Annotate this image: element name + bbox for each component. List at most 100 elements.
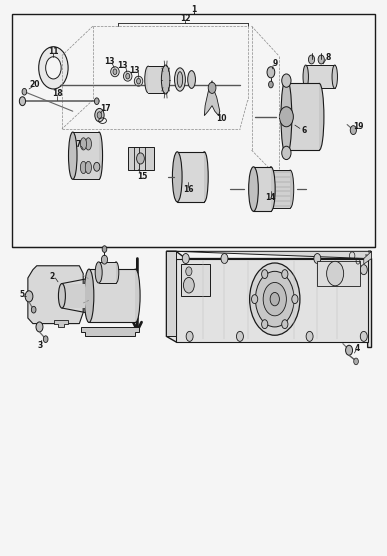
Circle shape (36, 322, 43, 332)
Circle shape (39, 47, 68, 89)
Text: o: o (368, 249, 371, 254)
Circle shape (182, 254, 189, 264)
Ellipse shape (281, 78, 292, 156)
Circle shape (22, 88, 27, 95)
Circle shape (346, 345, 353, 355)
Text: 17: 17 (100, 104, 111, 113)
Circle shape (262, 270, 268, 279)
Circle shape (262, 320, 268, 329)
Circle shape (263, 282, 286, 316)
Ellipse shape (287, 170, 294, 208)
Circle shape (186, 267, 192, 276)
Circle shape (102, 246, 107, 252)
Bar (317, 261, 360, 286)
Circle shape (282, 146, 291, 160)
Text: 2: 2 (50, 272, 55, 281)
Circle shape (318, 55, 324, 64)
Text: 6: 6 (301, 126, 307, 135)
Ellipse shape (248, 167, 258, 211)
Bar (176, 259, 368, 342)
Circle shape (250, 263, 300, 335)
Ellipse shape (315, 83, 324, 150)
Ellipse shape (161, 65, 170, 94)
Ellipse shape (113, 69, 117, 75)
Circle shape (19, 97, 26, 106)
Circle shape (46, 57, 61, 79)
Polygon shape (204, 81, 220, 116)
Ellipse shape (68, 132, 77, 179)
Circle shape (360, 265, 367, 275)
Polygon shape (286, 83, 319, 150)
Circle shape (94, 162, 100, 171)
Polygon shape (54, 320, 68, 327)
Circle shape (236, 331, 243, 341)
Ellipse shape (58, 284, 65, 308)
Ellipse shape (137, 78, 140, 84)
Circle shape (270, 292, 279, 306)
Circle shape (31, 306, 36, 313)
Text: 9: 9 (272, 59, 277, 68)
Circle shape (252, 295, 258, 304)
Ellipse shape (177, 72, 183, 87)
Circle shape (308, 55, 315, 64)
Circle shape (183, 277, 194, 293)
Text: o: o (365, 252, 367, 257)
Ellipse shape (303, 65, 308, 88)
Circle shape (306, 331, 313, 341)
Circle shape (360, 331, 367, 341)
Ellipse shape (80, 161, 87, 173)
Circle shape (208, 82, 216, 93)
Circle shape (292, 295, 298, 304)
Bar (12, 14, 375, 247)
Text: 12: 12 (180, 14, 190, 23)
Polygon shape (253, 167, 271, 211)
Ellipse shape (85, 161, 91, 173)
Polygon shape (166, 251, 372, 348)
Polygon shape (73, 132, 99, 179)
Ellipse shape (188, 71, 195, 88)
Polygon shape (89, 269, 135, 322)
Text: 11: 11 (48, 47, 59, 56)
Text: 14: 14 (265, 193, 276, 202)
Circle shape (94, 98, 99, 105)
Text: 1: 1 (191, 5, 196, 14)
Circle shape (350, 126, 356, 135)
Ellipse shape (134, 76, 143, 86)
Ellipse shape (96, 132, 103, 179)
Bar (181, 264, 210, 296)
Text: 13: 13 (117, 61, 128, 70)
Ellipse shape (200, 152, 208, 202)
Circle shape (186, 331, 193, 341)
Polygon shape (62, 284, 85, 308)
Ellipse shape (85, 138, 91, 150)
Text: 4: 4 (354, 344, 360, 353)
Text: 18: 18 (52, 90, 63, 98)
Circle shape (354, 358, 358, 365)
Circle shape (314, 254, 321, 264)
Circle shape (282, 270, 288, 279)
Ellipse shape (172, 152, 182, 202)
Ellipse shape (111, 67, 119, 77)
Circle shape (255, 271, 294, 327)
Circle shape (282, 74, 291, 87)
Ellipse shape (95, 262, 102, 283)
Ellipse shape (123, 71, 132, 81)
Bar (128, 147, 154, 170)
Circle shape (101, 255, 108, 264)
Circle shape (282, 320, 288, 329)
Text: 20: 20 (29, 80, 40, 89)
Polygon shape (148, 66, 166, 93)
Text: 13: 13 (129, 66, 140, 75)
Text: 15: 15 (137, 172, 147, 181)
Ellipse shape (332, 65, 337, 88)
Ellipse shape (113, 262, 119, 283)
Polygon shape (271, 170, 290, 208)
Polygon shape (306, 65, 335, 88)
Ellipse shape (126, 73, 130, 79)
Ellipse shape (131, 269, 140, 322)
Ellipse shape (175, 68, 185, 91)
Polygon shape (28, 266, 83, 324)
Text: 16: 16 (183, 185, 194, 193)
Circle shape (137, 153, 144, 164)
Circle shape (43, 336, 48, 342)
